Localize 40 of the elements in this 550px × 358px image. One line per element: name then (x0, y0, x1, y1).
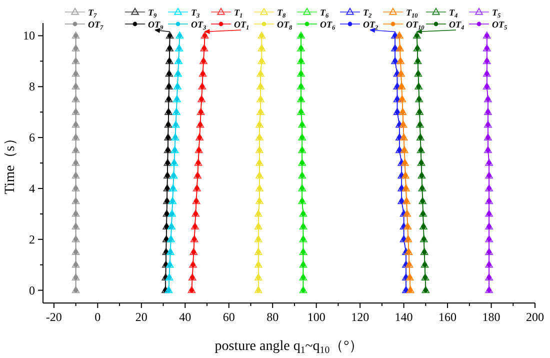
x-tick-label: 60 (222, 310, 235, 324)
x-tick-label: 0 (94, 310, 101, 324)
x-tick-label: 20 (135, 310, 148, 324)
x-tick-label: 140 (394, 310, 413, 324)
legend-label: OT$_{9}$ (148, 20, 164, 32)
legend-label: T$_{5}$ (492, 8, 501, 20)
x-axis-title: posture angle q$_{1}$~q$_{10}$（°） (214, 339, 364, 356)
x-tick-label: 80 (266, 310, 279, 324)
legend-label: T$_{9}$ (148, 8, 158, 20)
legend-label: T$_{3}$ (191, 8, 200, 20)
legend-label: T$_{10}$ (406, 8, 419, 20)
x-tick-label: 160 (438, 310, 457, 324)
legend-label: OT$_{3}$ (191, 20, 206, 32)
legend-label: OT$_{8}$ (277, 20, 293, 32)
legend-label: OT$_{10}$ (406, 20, 426, 32)
x-tick-label: 40 (179, 310, 192, 324)
y-axis-title: Time（s） (3, 132, 18, 194)
x-tick-label: 120 (351, 310, 370, 324)
legend-label: T$_{2}$ (363, 8, 372, 20)
x-tick-label: 100 (307, 310, 326, 324)
legend-label: T$_{7}$ (88, 8, 98, 20)
legend-label: OT$_{7}$ (88, 20, 104, 32)
legend-label: OT$_{1}$ (234, 20, 250, 32)
y-tick-label: 10 (23, 28, 35, 43)
legend-label: OT$_{2}$ (363, 20, 378, 32)
legend-label: OT$_{4}$ (449, 20, 464, 32)
x-tick-label: 180 (482, 310, 500, 324)
legend-label: T$_{6}$ (320, 8, 330, 20)
x-tick-label: 200 (526, 310, 544, 324)
legend-label: OT$_{6}$ (320, 20, 336, 32)
legend-label: OT$_{5}$ (492, 20, 508, 32)
legend-label: T$_{4}$ (449, 8, 458, 20)
y-tick-label: 6 (29, 130, 35, 145)
legend-label: T$_{8}$ (277, 8, 286, 20)
y-tick-label: 2 (29, 232, 35, 246)
y-tick-label: 4 (29, 181, 35, 196)
legend-label: T$_{1}$ (234, 8, 243, 20)
y-tick-label: 8 (29, 80, 35, 94)
y-tick-label: 0 (29, 283, 35, 298)
x-tick-label: -20 (46, 310, 62, 324)
